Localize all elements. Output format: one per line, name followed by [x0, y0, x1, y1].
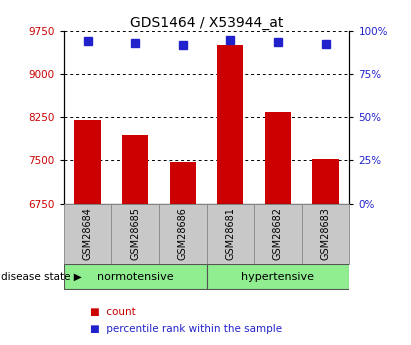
- Text: ■  percentile rank within the sample: ■ percentile rank within the sample: [90, 324, 282, 334]
- Bar: [302, 204, 349, 264]
- Bar: [122, 135, 148, 204]
- Bar: [111, 204, 159, 264]
- Text: disease state ▶: disease state ▶: [1, 272, 81, 282]
- Bar: [206, 204, 254, 264]
- Bar: [159, 204, 206, 264]
- Bar: [206, 264, 349, 289]
- Text: GSM28682: GSM28682: [273, 207, 283, 260]
- Bar: [265, 111, 291, 204]
- Bar: [217, 46, 243, 204]
- Bar: [74, 120, 101, 204]
- Bar: [312, 159, 339, 204]
- Text: hypertensive: hypertensive: [241, 272, 314, 282]
- Text: GSM28684: GSM28684: [83, 207, 92, 260]
- Text: ■  count: ■ count: [90, 307, 136, 317]
- Text: normotensive: normotensive: [97, 272, 173, 282]
- Bar: [64, 264, 206, 289]
- Text: GSM28683: GSM28683: [321, 207, 330, 260]
- Bar: [254, 204, 302, 264]
- Text: GSM28686: GSM28686: [178, 207, 188, 260]
- Text: GSM28685: GSM28685: [130, 207, 140, 260]
- Title: GDS1464 / X53944_at: GDS1464 / X53944_at: [130, 16, 283, 30]
- Text: GSM28681: GSM28681: [225, 207, 236, 260]
- Bar: [170, 161, 196, 204]
- Bar: [64, 204, 111, 264]
